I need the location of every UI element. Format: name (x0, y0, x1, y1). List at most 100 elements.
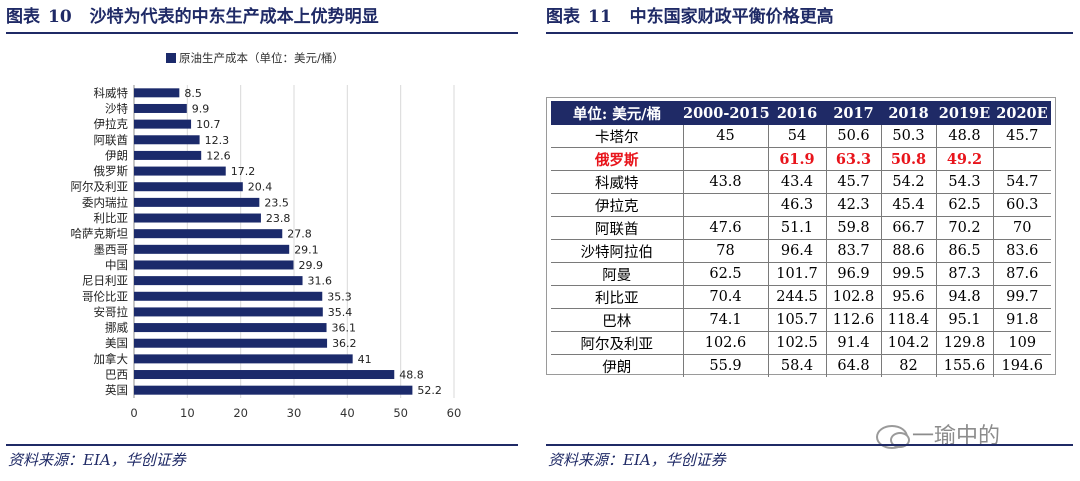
bar (134, 182, 243, 192)
header-year: 2019E (936, 101, 993, 125)
value-cell: 54.3 (936, 170, 994, 194)
x-axis-ticks: 0 10 20 30 40 50 60 (130, 406, 461, 420)
bar (134, 385, 413, 395)
category-labels: 科威特沙特伊拉克阿联酋伊朗俄罗斯阿尔及利亚委内瑞拉利比亚哈萨克斯坦墨西哥中国尼日… (71, 86, 129, 397)
value-cell: 87.3 (936, 262, 994, 286)
bar (134, 354, 353, 364)
value-cell: 74.1 (683, 308, 769, 332)
value-cell: 50.8 (881, 147, 937, 171)
table-row: 卡塔尔 45 54 50.6 50.3 48.8 45.7 (551, 125, 1051, 148)
figure-11-source: 资料来源：EIA，华创证券 (548, 451, 726, 469)
value-cell: 59.8 (826, 216, 882, 240)
category-label: 科威特 (94, 86, 129, 100)
category-label: 巴西 (105, 368, 128, 382)
category-label: 俄罗斯 (94, 164, 129, 178)
country-cell: 阿尔及利亚 (551, 331, 684, 355)
x-tick-label: 20 (233, 406, 248, 420)
value-cell: 95.1 (936, 308, 994, 332)
bar (134, 213, 261, 223)
value-cell: 99.5 (881, 262, 937, 286)
value-cell: 60.3 (993, 193, 1051, 217)
value-cell: 109 (993, 331, 1051, 355)
fiscal-breakeven-table: 单位: 美元/桶 2000-2015 2016 2017 2018 2019E 2020E … (551, 101, 1051, 377)
value-cell: 94.8 (936, 285, 994, 309)
table-body: 卡塔尔 45 54 50.6 50.3 48.8 45.7 俄罗斯 61.9 63.3 50.8 49… (551, 125, 1051, 377)
value-cell: 48.8 (936, 125, 994, 148)
value-cell (683, 193, 769, 217)
category-label: 加拿大 (94, 352, 129, 366)
value-cell: 43.8 (683, 170, 769, 194)
value-cell: 51.1 (768, 216, 827, 240)
legend-label: 原油生产成本（单位：美元/桶） (179, 51, 344, 65)
value-cell: 95.6 (881, 285, 937, 309)
value-cell: 54.7 (993, 170, 1051, 194)
category-label: 美国 (105, 336, 128, 350)
figure-11-title: 图表 11 中东国家财政平衡价格更高 (546, 4, 834, 30)
legend-swatch (166, 53, 176, 63)
category-label: 墨西哥 (94, 242, 129, 256)
header-year: 2020E (993, 101, 1051, 125)
category-label: 挪威 (105, 321, 128, 335)
value-cell (993, 147, 1051, 171)
value-cell: 88.6 (881, 239, 937, 263)
figure-11-panel: 图表 11 中东国家财政平衡价格更高 单位: 美元/桶 2000-2015 2016 20… (546, 0, 1073, 481)
value-cell: 45.4 (881, 193, 937, 217)
bar (134, 276, 303, 286)
table-row: 俄罗斯 61.9 63.3 50.8 49.2 (551, 147, 1051, 171)
category-label: 阿联酋 (94, 133, 129, 147)
value-label: 23.5 (264, 196, 289, 209)
bar (134, 291, 323, 301)
value-cell: 45.7 (826, 170, 882, 194)
value-cell: 102.6 (683, 331, 769, 355)
category-label: 安哥拉 (94, 305, 129, 319)
bar (134, 229, 283, 239)
figure-10-number: 10 (48, 7, 72, 27)
value-cell: 63.3 (826, 147, 882, 171)
value-cell: 104.2 (881, 331, 937, 355)
bar (134, 197, 260, 207)
value-cell: 47.6 (683, 216, 769, 240)
country-cell: 阿联酋 (551, 216, 684, 240)
table-row: 阿联酋 47.6 51.1 59.8 66.7 70.2 70 (551, 216, 1051, 240)
value-label: 36.2 (332, 337, 357, 350)
value-cell: 70.2 (936, 216, 994, 240)
figure-10-heading: 沙特为代表的中东生产成本上优势明显 (89, 7, 379, 27)
bar (134, 135, 200, 145)
bar (134, 260, 294, 270)
bottom-divider (546, 444, 1073, 446)
value-cell: 43.4 (768, 170, 827, 194)
value-cell: 54.2 (881, 170, 937, 194)
value-cell: 42.3 (826, 193, 882, 217)
bar (134, 338, 328, 348)
category-label: 沙特 (105, 101, 128, 115)
country-cell: 卡塔尔 (551, 125, 684, 148)
x-tick-label: 60 (447, 406, 462, 420)
country-cell: 伊拉克 (551, 193, 684, 217)
x-tick-label: 10 (180, 406, 195, 420)
figure-11-heading: 中东国家财政平衡价格更高 (629, 7, 834, 27)
value-label: 35.4 (328, 306, 353, 319)
value-label: 29.1 (294, 243, 319, 256)
table-row: 沙特阿拉伯 78 96.4 83.7 88.6 86.5 83.6 (551, 239, 1051, 263)
value-cell: 50.3 (881, 125, 937, 148)
value-cell: 105.7 (768, 308, 827, 332)
value-cell: 194.6 (1001, 358, 1043, 374)
chart-bars (134, 88, 413, 395)
value-label: 17.2 (231, 165, 256, 178)
category-label: 尼日利亚 (82, 274, 128, 288)
bar (134, 244, 290, 254)
category-label: 中国 (105, 258, 128, 272)
category-label: 伊拉克 (94, 117, 129, 131)
bar (134, 307, 323, 317)
value-label: 41 (358, 353, 372, 366)
value-cell: 61.9 (768, 147, 827, 171)
value-cell: 82 (881, 354, 937, 377)
value-cell: 49.2 (936, 147, 994, 171)
value-cell: 86.5 (936, 239, 994, 263)
chart-legend: 原油生产成本（单位：美元/桶） (166, 51, 344, 65)
value-cell: 244.5 (768, 285, 827, 309)
table-row: 阿曼 62.5 101.7 96.9 99.5 87.3 87.6 (551, 262, 1051, 286)
bar (134, 323, 327, 333)
value-cell: 70 (993, 216, 1051, 240)
bottom-divider (6, 444, 518, 446)
